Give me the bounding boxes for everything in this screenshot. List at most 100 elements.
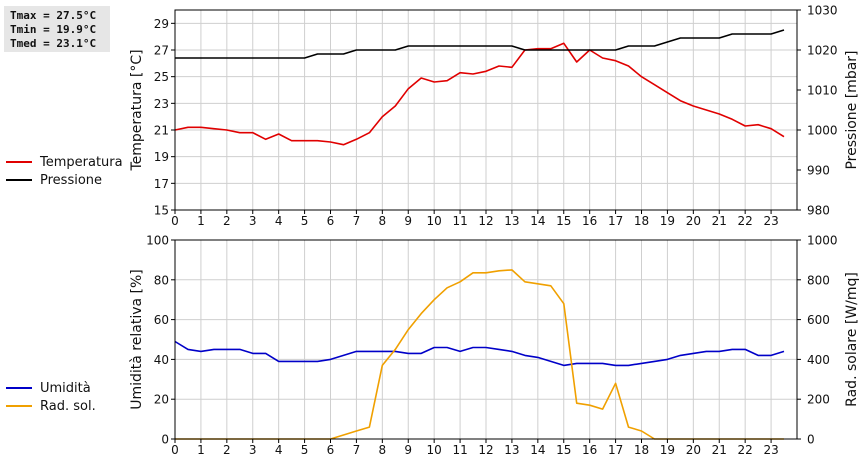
x-tick-label: 3 [249, 443, 257, 457]
y-tick-label-left: 80 [154, 273, 169, 287]
x-tick-label: 1 [197, 443, 205, 457]
y-tick-label-right: 990 [807, 164, 830, 178]
legend-bottom: Umidità Rad. sol. [6, 379, 96, 415]
x-tick-label: 2 [223, 443, 231, 457]
y-tick-label-right: 400 [807, 353, 830, 367]
x-tick-label: 8 [379, 443, 387, 457]
x-tick-label: 22 [738, 214, 753, 228]
legend-swatch-umidita [6, 387, 32, 389]
x-tick-label: 3 [249, 214, 257, 228]
x-tick-label: 11 [452, 443, 467, 457]
x-tick-label: 11 [452, 214, 467, 228]
y-tick-label-right: 600 [807, 313, 830, 327]
y-tick-label-left: 100 [146, 234, 169, 248]
legend-item-pressione: Pressione [6, 171, 123, 189]
y-tick-label-left: 29 [154, 17, 169, 31]
stats-box: Tmax = 27.5°C Tmin = 19.9°C Tmed = 23.1°… [4, 6, 110, 52]
x-tick-label: 18 [634, 214, 649, 228]
x-tick-label: 10 [427, 443, 442, 457]
y-tick-label-left: 15 [154, 204, 169, 218]
legend-item-umidita: Umidità [6, 379, 96, 397]
y-tick-label-right: 1010 [807, 84, 838, 98]
legend-swatch-pressione [6, 179, 32, 181]
x-tick-label: 14 [530, 443, 545, 457]
y-tick-label-left: 0 [161, 433, 169, 447]
y-tick-label-right: 1030 [807, 4, 838, 18]
x-tick-label: 7 [353, 214, 361, 228]
y-axis-title-left: Umidità relativa [%] [129, 269, 145, 410]
x-tick-label: 15 [556, 214, 571, 228]
chart-panel-0: 0 1 2 3 4 5 6 7 8 9 10 11 12 13 14 15 16 17 18 19 20 21 22 2315… [129, 4, 860, 229]
tmin-label: Tmin = 19.9°C [10, 23, 97, 36]
y-tick-label-left: 17 [154, 177, 169, 191]
legend-label-umidita: Umidità [40, 380, 91, 396]
legend-label-temperatura: Temperatura [40, 154, 123, 170]
legend-label-radsol: Rad. sol. [40, 398, 96, 414]
legend-swatch-radsol [6, 405, 32, 407]
x-tick-label: 16 [582, 214, 597, 228]
x-tick-label: 7 [353, 443, 361, 457]
x-tick-label: 17 [608, 443, 623, 457]
x-tick-label: 20 [686, 214, 701, 228]
x-tick-label: 17 [608, 214, 623, 228]
y-axis-title-left: Temperatura [°C] [129, 49, 145, 171]
x-tick-label: 4 [275, 443, 283, 457]
tmax-label: Tmax = 27.5°C [10, 9, 97, 22]
series-line-umidit- [174, 340, 785, 367]
series-line-rad-sol- [175, 269, 784, 440]
y-tick-label-right: 1000 [807, 234, 838, 248]
legend-label-pressione: Pressione [40, 172, 103, 188]
x-tick-label: 5 [301, 214, 309, 228]
x-tick-label: 12 [478, 214, 493, 228]
chart-panel-1: 0 1 2 3 4 5 6 7 8 9 10 11 12 13 14 15 16 17 18 19 20 21 22 2302… [129, 234, 860, 458]
x-tick-label: 5 [301, 443, 309, 457]
x-tick-label: 19 [660, 214, 675, 228]
x-tick-label: 20 [686, 443, 701, 457]
y-tick-label-left: 25 [154, 70, 169, 84]
y-tick-label-right: 200 [807, 393, 830, 407]
x-tick-label: 16 [582, 443, 597, 457]
y-tick-label-left: 19 [154, 150, 169, 164]
y-tick-label-left: 23 [154, 97, 169, 111]
x-tick-label: 21 [712, 214, 727, 228]
y-axis-title-right: Rad. solare [W/mq] [844, 272, 860, 407]
x-tick-label: 22 [738, 443, 753, 457]
legend-item-radsol: Rad. sol. [6, 397, 96, 415]
series-line-temperatura [174, 42, 785, 146]
y-tick-label-left: 21 [154, 124, 169, 138]
x-tick-label: 13 [504, 443, 519, 457]
y-tick-label-left: 40 [154, 353, 169, 367]
legend-top: Temperatura Pressione [6, 153, 123, 189]
x-tick-label: 23 [763, 214, 778, 228]
legend-swatch-temperatura [6, 161, 32, 163]
x-tick-label: 0 [171, 443, 179, 457]
legend-item-temperatura: Temperatura [6, 153, 123, 171]
x-tick-label: 12 [478, 443, 493, 457]
x-tick-label: 14 [530, 214, 545, 228]
x-tick-label: 15 [556, 443, 571, 457]
x-tick-label: 2 [223, 214, 231, 228]
x-tick-label: 19 [660, 443, 675, 457]
x-tick-label: 10 [427, 214, 442, 228]
x-tick-label: 9 [404, 214, 412, 228]
y-tick-label-left: 60 [154, 313, 169, 327]
x-tick-label: 6 [327, 214, 335, 228]
x-tick-label: 13 [504, 214, 519, 228]
x-tick-label: 6 [327, 443, 335, 457]
y-tick-label-right: 1000 [807, 124, 838, 138]
x-tick-label: 21 [712, 443, 727, 457]
y-tick-label-right: 0 [807, 433, 815, 447]
series-line-pressione [175, 29, 785, 59]
x-tick-label: 8 [379, 214, 387, 228]
x-tick-label: 9 [404, 443, 412, 457]
x-tick-label: 18 [634, 443, 649, 457]
y-tick-label-right: 980 [807, 204, 830, 218]
x-tick-label: 23 [763, 443, 778, 457]
x-tick-label: 4 [275, 214, 283, 228]
tmed-label: Tmed = 23.1°C [10, 37, 97, 50]
x-tick-label: 0 [171, 214, 179, 228]
x-tick-label: 1 [197, 214, 205, 228]
y-axis-title-right: Pressione [mbar] [844, 50, 860, 169]
y-tick-label-left: 20 [154, 393, 169, 407]
